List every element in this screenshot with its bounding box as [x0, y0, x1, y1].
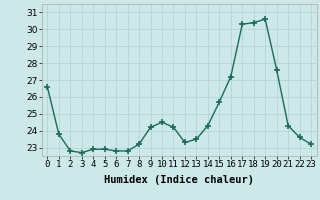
X-axis label: Humidex (Indice chaleur): Humidex (Indice chaleur) — [104, 175, 254, 185]
